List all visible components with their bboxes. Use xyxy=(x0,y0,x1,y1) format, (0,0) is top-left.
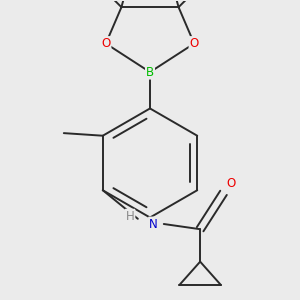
Text: O: O xyxy=(190,37,199,50)
Text: N: N xyxy=(149,218,158,230)
Text: O: O xyxy=(227,177,236,190)
Text: B: B xyxy=(146,66,154,79)
Text: O: O xyxy=(101,37,110,50)
Text: H: H xyxy=(126,210,134,223)
